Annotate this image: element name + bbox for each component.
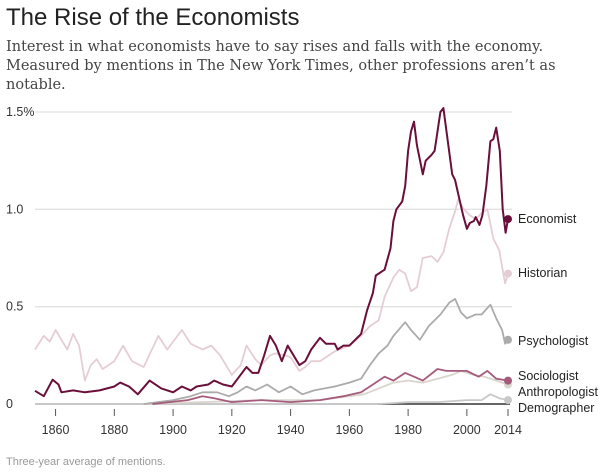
sociologist-end-dot bbox=[504, 376, 512, 385]
x-tick-label: 1980 bbox=[394, 423, 422, 437]
chart-title: The Rise of the Economists bbox=[6, 4, 300, 31]
demographer-end-dot bbox=[504, 396, 512, 405]
x-tick-label: 2014 bbox=[494, 423, 522, 437]
x-tick-label: 1860 bbox=[42, 423, 70, 437]
psychologist-label: Psychologist bbox=[518, 334, 589, 348]
psychologist-end-dot bbox=[504, 335, 512, 344]
y-tick-label: 1.0 bbox=[6, 202, 23, 216]
sociologist-line bbox=[152, 368, 509, 405]
anthropologist-label: Anthropologist bbox=[518, 385, 598, 399]
historian-label: Historian bbox=[518, 266, 567, 280]
x-tick-label: 1880 bbox=[100, 423, 128, 437]
chart-footnote: Three-year average of mentions. bbox=[6, 456, 166, 468]
x-tick-label: 1900 bbox=[159, 423, 187, 437]
sociologist-label: Sociologist bbox=[518, 369, 579, 383]
historian-line bbox=[34, 198, 509, 382]
economist-label: Economist bbox=[518, 212, 577, 226]
y-tick-label: 0.5 bbox=[6, 300, 23, 314]
historian-end-dot bbox=[504, 269, 512, 278]
y-tick-label: 1.5% bbox=[6, 105, 35, 119]
demographer-label: Demographer bbox=[518, 401, 594, 415]
economist-line bbox=[34, 107, 509, 398]
x-tick-label: 1960 bbox=[335, 423, 363, 437]
psychologist-line bbox=[143, 298, 509, 405]
economist-end-dot bbox=[504, 215, 512, 224]
x-tick-label: 1940 bbox=[277, 423, 305, 437]
demographer-line bbox=[378, 393, 509, 405]
chart-subtitle: Interest in what economists have to say … bbox=[6, 39, 556, 93]
x-tick-label: 2000 bbox=[453, 423, 481, 437]
x-tick-label: 1920 bbox=[218, 423, 246, 437]
y-tick-label: 0 bbox=[6, 397, 13, 411]
